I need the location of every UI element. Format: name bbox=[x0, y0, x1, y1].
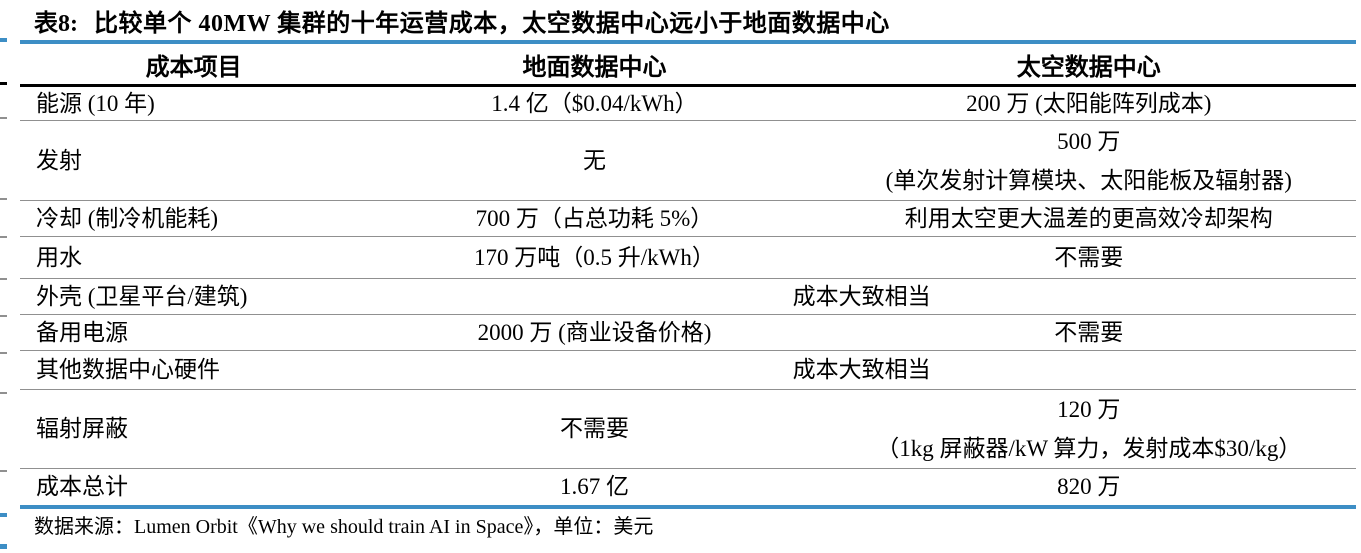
space-dc-value-line2: （1kg 屏蔽器/kW 算力，发射成本$30/kg） bbox=[876, 436, 1302, 461]
left-edge-line-stub bbox=[0, 117, 7, 119]
table-row: 外壳 (卫星平台/建筑) 成本大致相当 bbox=[20, 278, 1356, 315]
left-edge-line-stub bbox=[0, 315, 7, 317]
cost-item-label: 成本总计 bbox=[20, 468, 368, 509]
table-row: 用水 170 万吨（0.5 升/kWh） 不需要 bbox=[20, 236, 1356, 279]
space-dc-value: 不需要 bbox=[821, 236, 1356, 279]
column-header-ground-dc: 地面数据中心 bbox=[367, 44, 822, 87]
cost-item-label: 外壳 (卫星平台/建筑) bbox=[20, 278, 368, 315]
ground-dc-value: 1.67 亿 bbox=[367, 468, 822, 509]
merged-both-value: 成本大致相当 bbox=[367, 350, 1356, 390]
space-dc-value: 120 万 （1kg 屏蔽器/kW 算力，发射成本$30/kg） bbox=[821, 389, 1356, 469]
ground-dc-value: 无 bbox=[367, 120, 822, 201]
ground-dc-value: 不需要 bbox=[367, 389, 822, 469]
cost-item-label: 能源 (10 年) bbox=[20, 85, 368, 121]
data-source-note: 数据来源：Lumen Orbit《Why we should train AI … bbox=[34, 516, 654, 538]
left-edge-line-stub bbox=[0, 544, 7, 549]
column-header-cost-item: 成本项目 bbox=[20, 44, 368, 87]
table-row: 其他数据中心硬件 成本大致相当 bbox=[20, 350, 1356, 390]
column-header-space-dc: 太空数据中心 bbox=[821, 44, 1356, 87]
space-dc-value: 820 万 bbox=[821, 468, 1356, 509]
table-row: 备用电源 2000 万 (商业设备价格) 不需要 bbox=[20, 314, 1356, 351]
space-dc-value: 不需要 bbox=[821, 314, 1356, 351]
cost-item-label: 发射 bbox=[20, 120, 368, 201]
cost-item-label: 用水 bbox=[20, 236, 368, 279]
left-edge-line-stub bbox=[0, 236, 7, 238]
ground-dc-value: 2000 万 (商业设备价格) bbox=[367, 314, 822, 351]
space-dc-value: 200 万 (太阳能阵列成本) bbox=[821, 85, 1356, 121]
left-edge-line-stub bbox=[0, 392, 7, 394]
table-title: 表8: 比较单个 40MW 集群的十年运营成本，太空数据中心远小于地面数据中心 bbox=[20, 0, 1356, 40]
cost-comparison-table: 成本项目 地面数据中心 太空数据中心 能源 (10 年) 1.4 亿（$0.04… bbox=[20, 44, 1356, 509]
cost-item-label: 其他数据中心硬件 bbox=[20, 350, 368, 390]
ground-dc-value: 700 万（占总功耗 5%） bbox=[367, 200, 822, 237]
cost-item-label: 辐射屏蔽 bbox=[20, 389, 368, 469]
cost-item-label: 冷却 (制冷机能耗) bbox=[20, 200, 368, 237]
table-row: 冷却 (制冷机能耗) 700 万（占总功耗 5%） 利用太空更大温差的更高效冷却… bbox=[20, 200, 1356, 237]
merged-both-value: 成本大致相当 bbox=[367, 278, 1356, 315]
left-edge-line-stub bbox=[0, 352, 7, 354]
table-row: 发射 无 500 万 (单次发射计算模块、太阳能板及辐射器) bbox=[20, 120, 1356, 201]
report-table-block: 表8: 比较单个 40MW 集群的十年运营成本，太空数据中心远小于地面数据中心 … bbox=[20, 0, 1356, 541]
table-title-text: 比较单个 40MW 集群的十年运营成本，太空数据中心远小于地面数据中心 bbox=[94, 10, 890, 37]
table-row-total: 成本总计 1.67 亿 820 万 bbox=[20, 468, 1356, 509]
table-number-label: 表8: bbox=[34, 10, 78, 37]
table-row: 辐射屏蔽 不需要 120 万 （1kg 屏蔽器/kW 算力，发射成本$30/kg… bbox=[20, 389, 1356, 469]
space-dc-value-line1: 500 万 bbox=[1057, 128, 1121, 154]
space-dc-value-line2: (单次发射计算模块、太阳能板及辐射器) bbox=[885, 167, 1292, 193]
table-header-row: 成本项目 地面数据中心 太空数据中心 bbox=[20, 44, 1356, 87]
cost-item-label: 备用电源 bbox=[20, 314, 368, 351]
left-edge-line-stub bbox=[0, 38, 7, 42]
title-underline-rule bbox=[20, 40, 1356, 44]
ground-dc-value: 1.4 亿（$0.04/kWh） bbox=[367, 85, 822, 121]
left-edge-line-stub bbox=[0, 198, 7, 200]
left-edge-line-stub bbox=[0, 513, 7, 517]
space-dc-value-line1: 120 万 bbox=[1057, 397, 1121, 422]
space-dc-value: 500 万 (单次发射计算模块、太阳能板及辐射器) bbox=[821, 120, 1356, 201]
ground-dc-value: 170 万吨（0.5 升/kWh） bbox=[367, 236, 822, 279]
left-edge-line-stub bbox=[0, 82, 7, 85]
table-row: 能源 (10 年) 1.4 亿（$0.04/kWh） 200 万 (太阳能阵列成… bbox=[20, 85, 1356, 121]
space-dc-value: 利用太空更大温差的更高效冷却架构 bbox=[821, 200, 1356, 237]
left-edge-line-stub bbox=[0, 278, 7, 280]
left-edge-line-stub bbox=[0, 470, 7, 472]
